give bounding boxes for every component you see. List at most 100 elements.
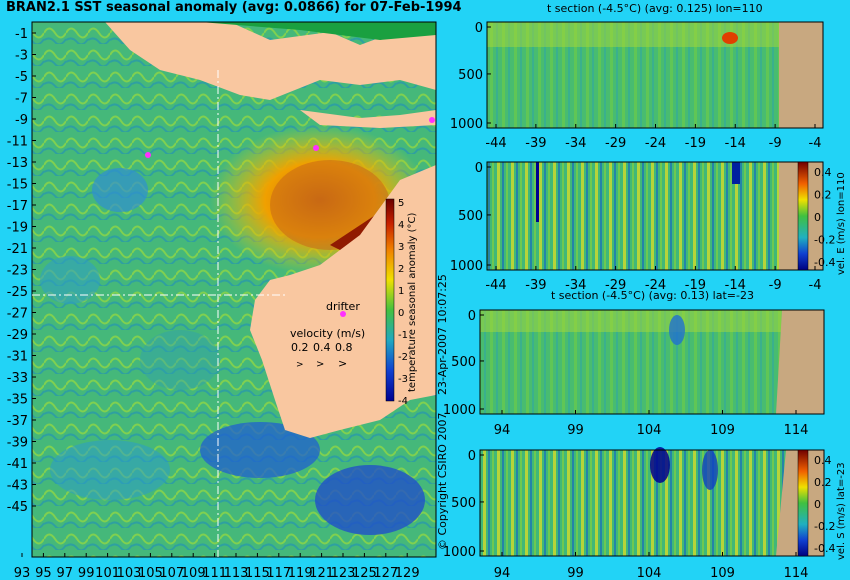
map-lon-tick-label: 107 <box>159 566 184 580</box>
map-lon-tick-label: 115 <box>245 566 270 580</box>
map-lat-tick-label: -13 <box>7 156 28 171</box>
panel-2-x-tick-label: -9 <box>769 278 782 293</box>
sst-colorbar <box>385 198 395 402</box>
map-lat-tick-label: -37 <box>7 414 28 429</box>
map-lon-tick-label: 105 <box>138 566 163 580</box>
panel-3-title: t section (-4.5°C) (avg: 0.13) lat=-23 <box>551 289 754 302</box>
panel-4-x-tick-label: 94 <box>494 566 511 580</box>
sst-colorbar-tick-label: -4 <box>398 396 408 407</box>
panel-4-x-tick-label: 114 <box>784 566 809 580</box>
vel-arrow-2: > <box>316 359 324 370</box>
sst-colorbar-tick-label: 5 <box>398 198 404 209</box>
panel-3-x-tick-label: 94 <box>494 423 511 438</box>
vel-arrow-3: > <box>338 357 347 370</box>
panel-2-cb-tick-label: -0.2 <box>814 234 835 247</box>
panel-1-x-tick-label: -4 <box>809 136 822 151</box>
velocity-value-1: 0.2 <box>291 341 309 354</box>
map-lon-tick-label: 111 <box>202 566 227 580</box>
map-lon-tick-label: 129 <box>395 566 420 580</box>
panel-3-x-tick-label: 114 <box>784 423 809 438</box>
map-lat-tick-label: -17 <box>7 199 28 214</box>
velocity-value-3: 0.8 <box>335 341 353 354</box>
panel-2 <box>486 161 824 271</box>
vel-arrow-1: > <box>296 360 304 370</box>
panel-2-cb-tick-label: -0.4 <box>814 256 835 269</box>
panel-1-y-tick-label: 1000 <box>450 117 483 132</box>
panel-2-cb-tick-label: 0.4 <box>814 166 832 179</box>
panel-1-x-tick-label: -34 <box>565 136 586 151</box>
panel-1-x-tick-label: -9 <box>769 136 782 151</box>
map-lat-tick-label: -23 <box>7 264 28 279</box>
panel-1-x-tick-label: -29 <box>605 136 626 151</box>
map-lat-tick-label: -3 <box>15 49 28 64</box>
map-lat-tick-label: -43 <box>7 479 28 494</box>
panel-4-y-tick-label: 0 <box>468 449 476 464</box>
panel-2-y-tick-label: 0 <box>475 161 483 176</box>
panel-2-x-tick-label: -34 <box>565 278 586 293</box>
map-lat-tick-label: -7 <box>15 92 28 107</box>
vel-e-colorbar-label: vel. E (m/s) lon=110 <box>836 172 847 275</box>
panel-3-y-tick-label: 1000 <box>443 403 476 418</box>
panel-1-title: t section (-4.5°C) (avg: 0.125) lon=110 <box>547 2 763 15</box>
map-lat-tick-label: -11 <box>7 135 28 150</box>
map-lat-tick-label: -21 <box>7 242 28 257</box>
panel-4-cb-tick-label: -0.4 <box>814 542 835 555</box>
map-lat-tick-label: -1 <box>15 27 28 42</box>
sst-map: > > > -1-3-5-7-9-11-13-15-17-19-21-23-25… <box>7 21 437 580</box>
panel-4-y-tick-label: 500 <box>451 496 476 511</box>
panel-3-x-tick-label: 109 <box>710 423 735 438</box>
panel-1-x-tick-label: -39 <box>525 136 546 151</box>
panel-1-x-tick-label: -44 <box>485 136 506 151</box>
panel-4-x-tick-label: 109 <box>710 566 735 580</box>
map-lat-tick-label: -19 <box>7 221 28 236</box>
map-lon-tick-label: 93 <box>14 566 31 580</box>
map-lat-tick-label: -27 <box>7 307 28 322</box>
map-lon-tick-label: 109 <box>181 566 206 580</box>
drifter-marker <box>313 145 319 151</box>
panel-2-cb-tick-label: 0.2 <box>814 189 832 202</box>
map-lon-tick-label: 95 <box>35 566 52 580</box>
vel-s-colorbar-label: vel. S (m/s) lat=-23 <box>836 462 847 560</box>
panel-1-y-tick-label: 0 <box>475 21 483 36</box>
panel-2-x-tick-label: -19 <box>685 278 706 293</box>
map-lat-tick-label: -25 <box>7 285 28 300</box>
panel-2-x-tick-label: -44 <box>485 278 506 293</box>
map-lat-tick-label: -31 <box>7 350 28 365</box>
panel-4-cb-tick-label: 0.4 <box>814 454 832 467</box>
drifter-marker <box>145 152 151 158</box>
map-lon-tick-label: 117 <box>266 566 291 580</box>
panel-4-cb-tick-label: 0.2 <box>814 476 832 489</box>
panel-2-x-tick-label: -39 <box>525 278 546 293</box>
sst-colorbar-tick-label: 4 <box>398 220 404 231</box>
velocity-title: velocity (m/s) <box>290 327 366 340</box>
map-lon-tick-label: 123 <box>331 566 356 580</box>
panel-4 <box>479 447 825 557</box>
drifter-marker <box>429 117 435 123</box>
drifter-marker <box>340 311 346 317</box>
sst-colorbar-tick-label: -2 <box>398 352 408 363</box>
map-lon-tick-label: 99 <box>78 566 95 580</box>
panel-3-x-tick-label: 104 <box>637 423 662 438</box>
panel-2-y-tick-label: 500 <box>458 209 483 224</box>
panel-4-y-tick-label: 1000 <box>443 545 476 560</box>
panel-2-cb-tick-label: 0 <box>814 211 821 224</box>
map-lat-tick-label: -41 <box>7 457 28 472</box>
panel-4-cb-tick-label: 0 <box>814 498 821 511</box>
map-lon-tick-label: 101 <box>95 566 120 580</box>
sst-colorbar-tick-label: 2 <box>398 264 404 275</box>
panel-4-x-tick-label: 99 <box>567 566 584 580</box>
vel-s-colorbar <box>797 449 809 557</box>
sst-colorbar-tick-label: 0 <box>398 308 404 319</box>
panel-2-x-tick-label: -24 <box>645 278 666 293</box>
map-lat-tick-label: -9 <box>15 113 28 128</box>
map-lon-tick-label: 125 <box>352 566 377 580</box>
sst-colorbar-tick-label: -3 <box>398 374 408 385</box>
map-lon-tick-label: 121 <box>309 566 334 580</box>
map-lat-tick-label: -35 <box>7 393 28 408</box>
panel-4-cb-tick-label: -0.2 <box>814 520 835 533</box>
map-lat-tick-label: -33 <box>7 371 28 386</box>
vel-e-colorbar <box>797 161 809 271</box>
land-indonesia <box>105 22 436 100</box>
sst-colorbar-tick-label: -1 <box>398 330 408 341</box>
